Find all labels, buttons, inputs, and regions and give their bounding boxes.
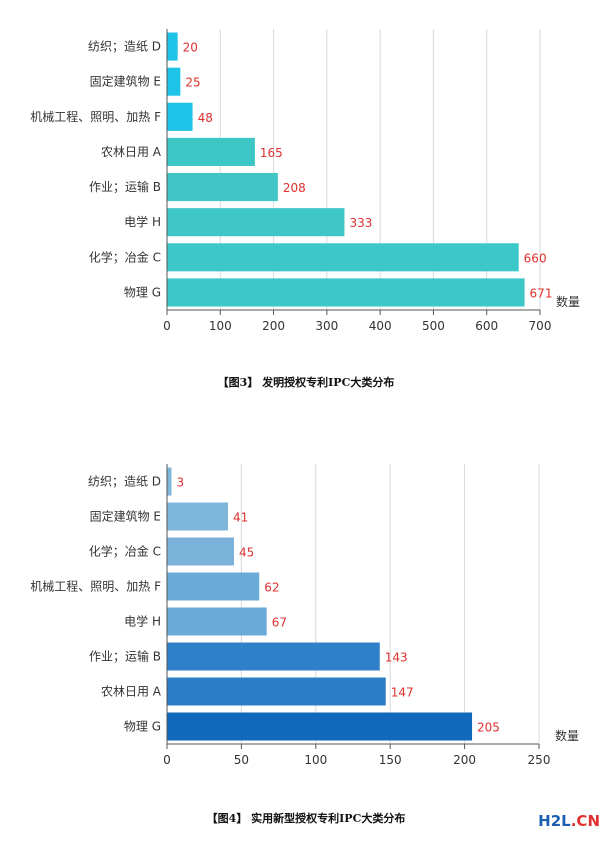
x-tick-label: 600 — [475, 319, 498, 333]
category-label: 机械工程、照明、加热 F — [30, 579, 161, 594]
x-tick-label: 250 — [528, 753, 551, 767]
category-label: 固定建筑物 E — [90, 509, 161, 524]
x-tick-label: 150 — [379, 753, 402, 767]
category-label: 纺织；造纸 D — [88, 40, 161, 54]
x-tick-label: 400 — [369, 319, 392, 333]
x-tick-label: 500 — [422, 319, 445, 333]
bar — [167, 572, 260, 601]
watermark-domain: .CN — [570, 812, 600, 830]
bar — [167, 278, 525, 307]
bar — [167, 173, 278, 202]
value-label: 48 — [198, 111, 213, 125]
bar — [167, 467, 172, 496]
value-label: 25 — [185, 76, 200, 90]
bar — [167, 642, 380, 671]
bar — [167, 502, 229, 531]
x-tick-label: 200 — [453, 753, 476, 767]
category-label: 物理 G — [124, 720, 161, 734]
x-tick-label: 0 — [163, 319, 171, 333]
watermark-main: H2L — [538, 812, 571, 830]
value-label: 67 — [272, 616, 287, 630]
category-label: 电学 H — [124, 214, 161, 229]
value-label: 205 — [477, 721, 500, 735]
value-label: 333 — [349, 216, 372, 230]
x-tick-label: 100 — [209, 319, 232, 333]
value-label: 62 — [264, 581, 279, 595]
chart2-caption: 【图4】 实用新型授权专利IPC大类分布 — [206, 812, 406, 825]
value-label: 41 — [233, 511, 248, 525]
bar — [167, 243, 519, 272]
value-label: 660 — [524, 251, 547, 265]
x-axis-title: 数量 — [555, 728, 579, 743]
category-label: 农林日用 A — [101, 685, 162, 699]
bar — [167, 208, 345, 237]
category-label: 物理 G — [124, 285, 161, 299]
category-label: 化学；冶金 C — [89, 544, 161, 559]
value-label: 671 — [530, 286, 553, 300]
bar — [167, 67, 181, 96]
bar — [167, 137, 255, 166]
chart1-caption: 【图3】 发明授权专利IPC大类分布 — [217, 376, 395, 389]
site-watermark: H2L.CN — [538, 812, 600, 830]
x-tick-label: 100 — [304, 753, 327, 767]
x-tick-label: 700 — [529, 319, 552, 333]
value-label: 3 — [176, 476, 184, 490]
value-label: 147 — [391, 686, 414, 700]
category-label: 作业；运输 B — [89, 179, 161, 194]
category-label: 机械工程、照明、加热 F — [30, 109, 161, 124]
category-label: 农林日用 A — [101, 145, 162, 159]
chart-utility-model-patents: 纺织；造纸 D 3 固定建筑物 E 41 化学；冶金 C 45 机械工程、照明、加热 F 62… — [30, 464, 579, 767]
x-tick-label: 300 — [315, 319, 338, 333]
bar — [167, 537, 234, 566]
category-label: 纺织；造纸 D — [88, 475, 161, 489]
chart-invention-patents: 纺织；造纸 D 20 固定建筑物 E 25 机械工程、照明、加热 F 48 农林日用 A 16… — [30, 29, 580, 333]
x-axis-title: 数量 — [556, 294, 580, 309]
bar — [167, 607, 267, 636]
x-tick-label: 200 — [262, 319, 285, 333]
value-label: 165 — [260, 146, 283, 160]
bar — [167, 32, 178, 61]
value-label: 45 — [239, 546, 254, 560]
bar — [167, 712, 473, 741]
category-label: 电学 H — [124, 614, 161, 629]
x-tick-label: 50 — [234, 753, 249, 767]
bar — [167, 677, 386, 706]
value-label: 20 — [183, 41, 198, 55]
x-tick-label: 0 — [163, 753, 171, 767]
bar — [167, 102, 193, 131]
category-label: 化学；冶金 C — [89, 249, 161, 264]
value-label: 208 — [283, 181, 306, 195]
category-label: 固定建筑物 E — [90, 74, 161, 89]
category-label: 作业；运输 B — [89, 649, 161, 664]
value-label: 143 — [385, 651, 408, 665]
